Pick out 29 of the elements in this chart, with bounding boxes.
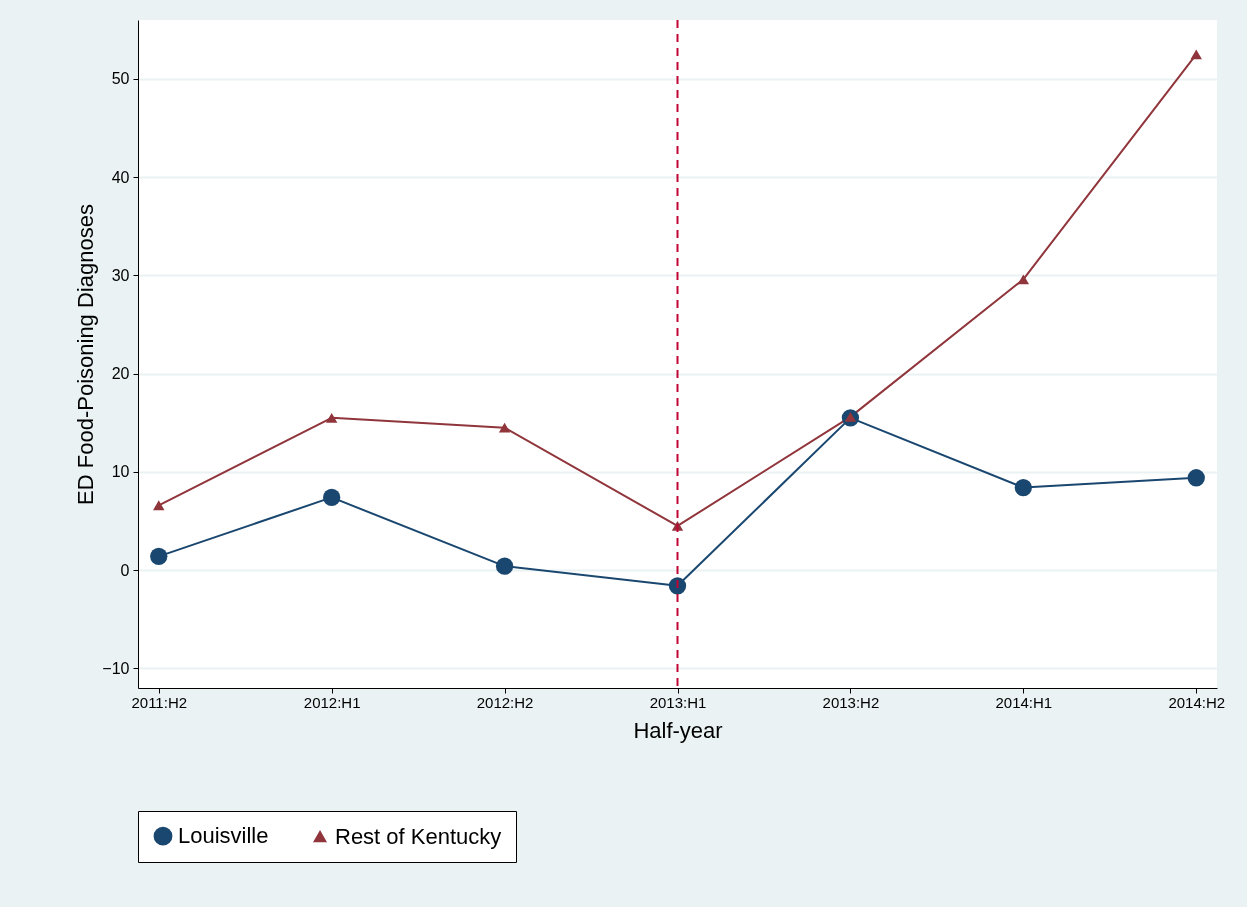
y-tick-label: 20 (111, 365, 130, 383)
y-axis-title: ED Food-Poisoning Diagnoses (73, 204, 99, 505)
x-tick-label: 2013:H2 (822, 693, 880, 711)
x-tick-label: 2013:H1 (649, 693, 707, 711)
x-tick-label: 2014:H2 (1168, 693, 1226, 711)
point (1014, 478, 1032, 497)
legend-label: Rest of Kentucky (335, 823, 502, 849)
x-tick-label: 2012:H1 (303, 693, 361, 711)
y-tick-label: 30 (111, 266, 130, 284)
point (325, 412, 338, 423)
point (495, 557, 514, 575)
x-tick-label: 2014:H1 (995, 693, 1053, 711)
point (323, 488, 341, 507)
y-tick-label: 40 (111, 168, 130, 186)
point (498, 422, 511, 433)
x-axis-title: Half-year (633, 717, 723, 743)
point (150, 547, 168, 566)
point (668, 577, 687, 595)
x-tick-label: 2012:H2 (476, 693, 534, 711)
y-tick-label: 0 (120, 561, 130, 579)
x-tick-label: 2011:H2 (131, 693, 188, 711)
point (1017, 274, 1030, 285)
y-tick-label: 10 (111, 463, 130, 481)
point (1187, 469, 1205, 487)
point (1190, 49, 1202, 60)
point (153, 500, 165, 511)
legend-label: Louisville (178, 823, 269, 849)
y-tick-label: −10 (102, 659, 130, 677)
y-tick-label: 50 (111, 70, 130, 88)
